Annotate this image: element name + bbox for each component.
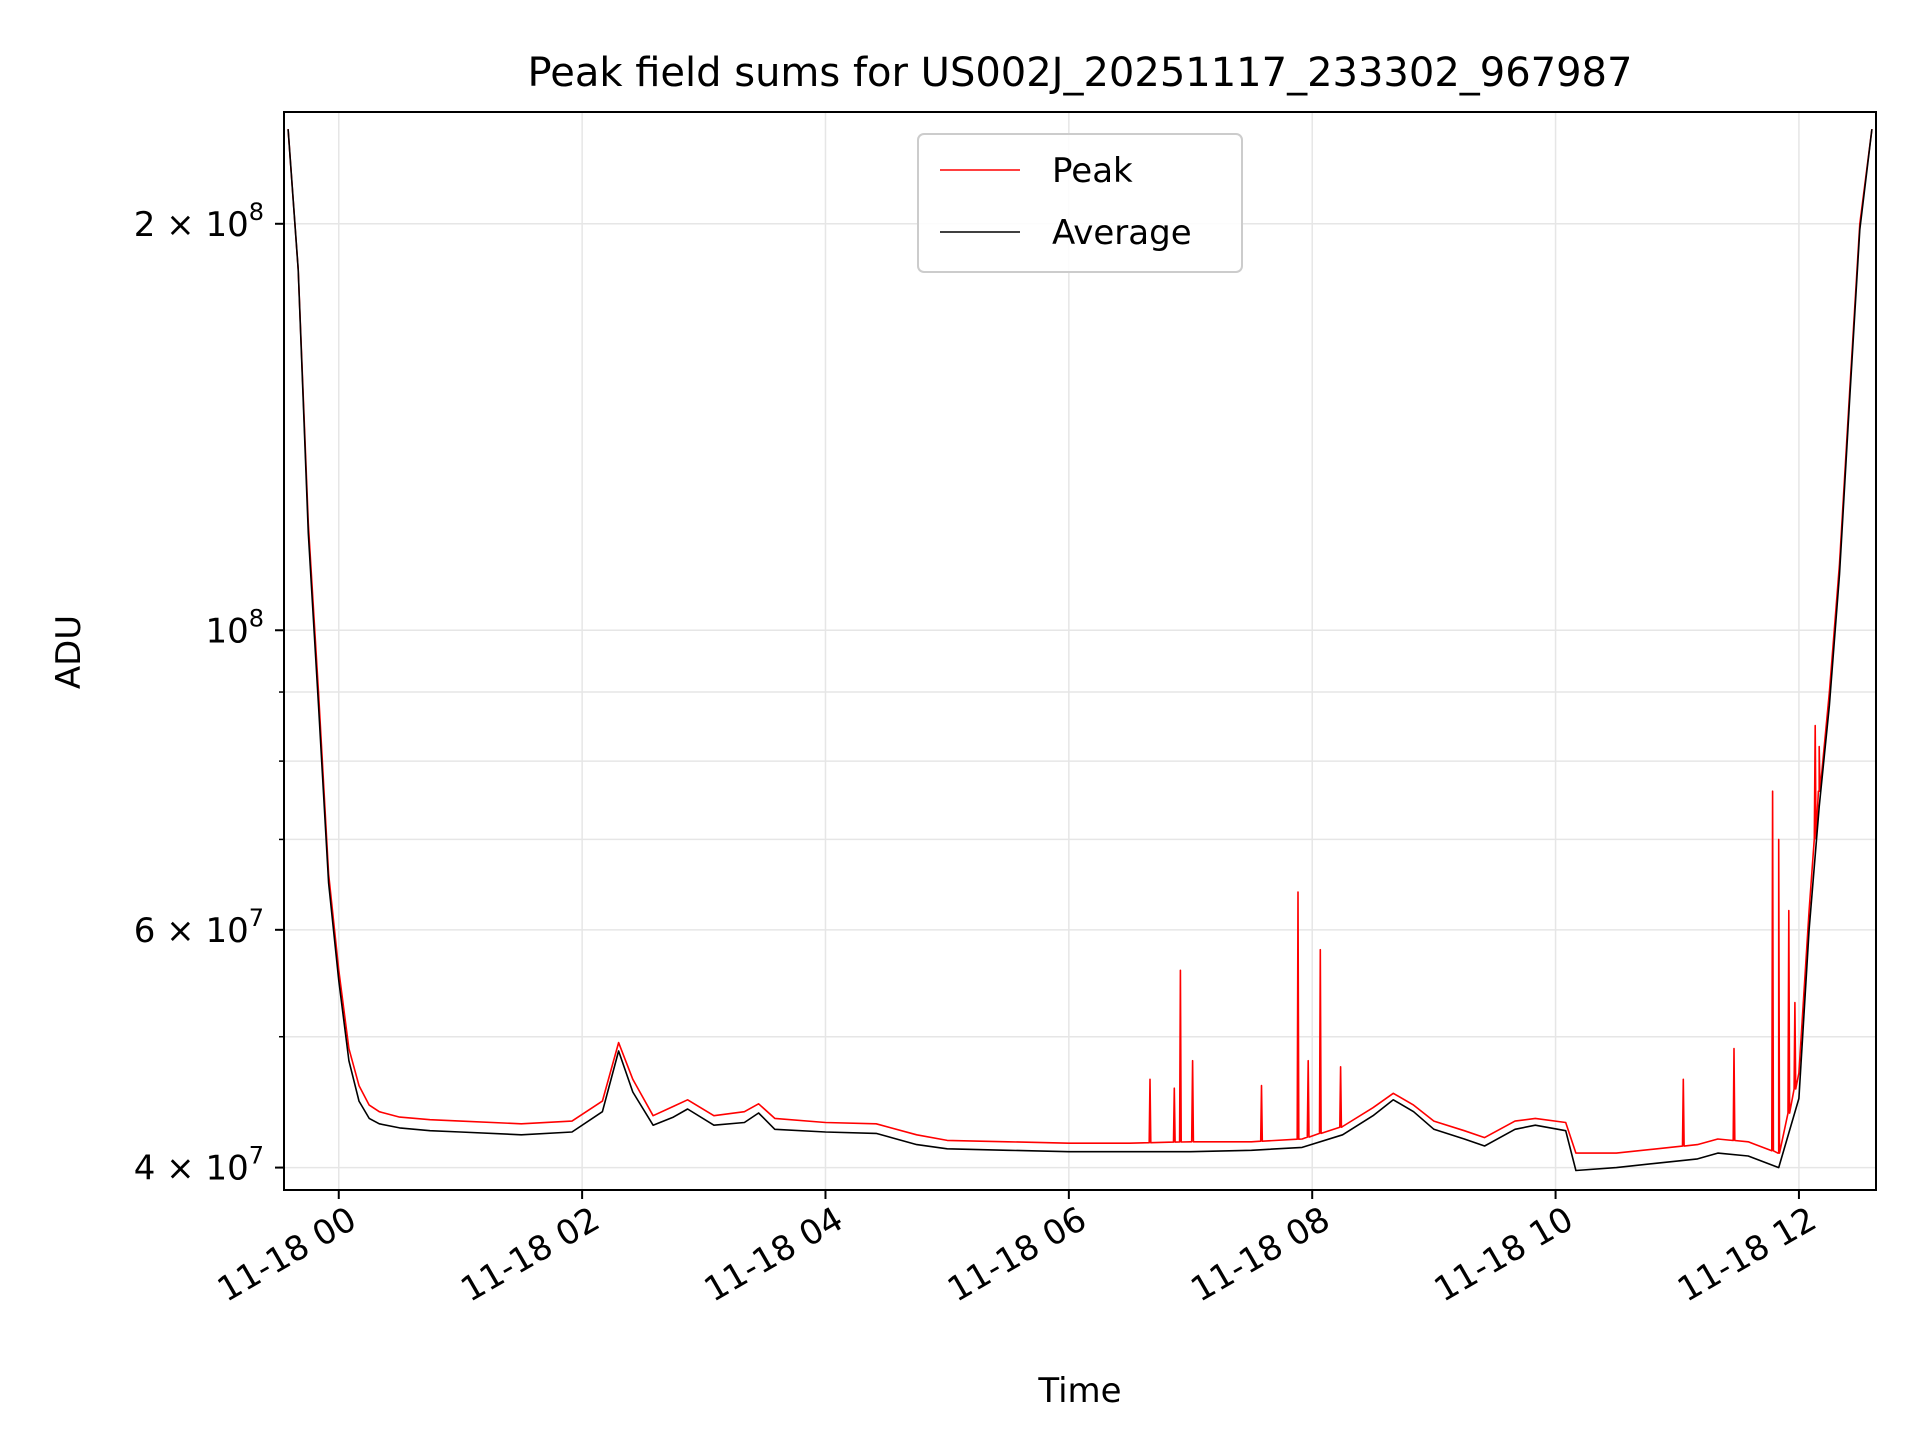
series-line-average [287, 129, 1873, 1172]
chart-legend: Peak Average [917, 133, 1243, 273]
y-tick-label-3: 4 × 107 [134, 1142, 264, 1189]
y-axis-label: ADU [49, 615, 89, 689]
y-tick-label-1: 108 [205, 604, 264, 651]
legend-label-average: Average [1052, 213, 1192, 253]
plot-frame [283, 111, 1877, 1191]
series-layer [287, 129, 1873, 1172]
legend-label-peak: Peak [1052, 151, 1133, 191]
chart-title: Peak field sums for US002J_20251117_2333… [528, 50, 1633, 96]
x-axis-label: Time [1037, 1371, 1121, 1411]
legend-box [917, 133, 1243, 273]
y-tick-label-0: 2 × 108 [134, 198, 264, 245]
grid-layer [284, 112, 1876, 1190]
series-line-peak [287, 129, 1873, 1154]
y-tick-label-2: 6 × 107 [134, 904, 264, 951]
